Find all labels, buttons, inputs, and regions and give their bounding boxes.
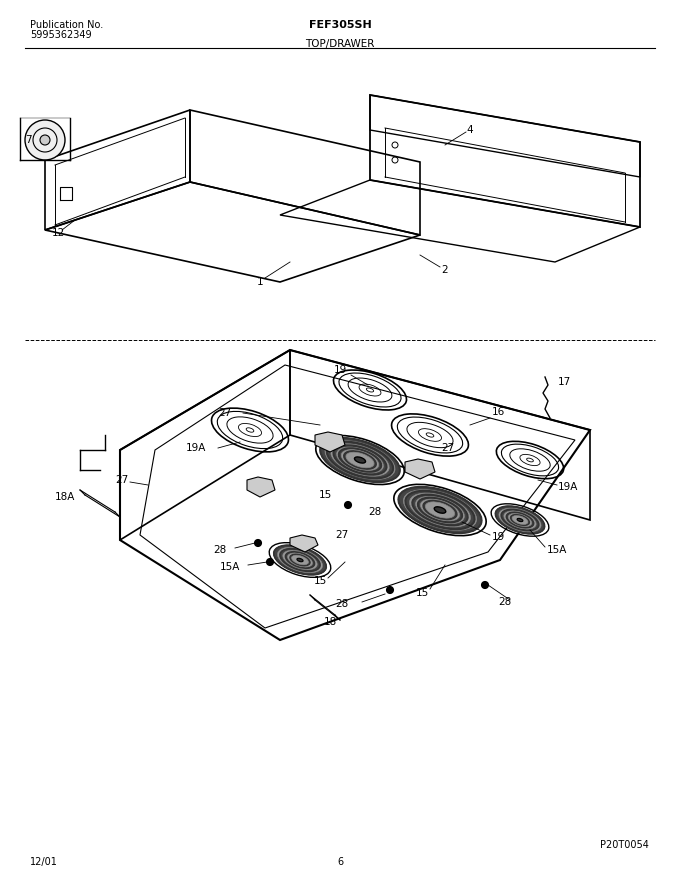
Polygon shape xyxy=(315,432,345,452)
Circle shape xyxy=(345,502,352,509)
Text: 27: 27 xyxy=(218,408,232,418)
Ellipse shape xyxy=(420,499,460,521)
Text: FEF305SH: FEF305SH xyxy=(309,20,371,30)
Text: 15: 15 xyxy=(318,490,332,500)
Text: 7: 7 xyxy=(24,135,31,145)
Text: 6: 6 xyxy=(337,857,343,867)
Text: 12/01: 12/01 xyxy=(30,857,58,867)
Ellipse shape xyxy=(344,451,376,469)
Ellipse shape xyxy=(327,442,393,479)
Ellipse shape xyxy=(288,553,312,567)
Circle shape xyxy=(386,586,394,593)
Ellipse shape xyxy=(511,515,529,525)
Circle shape xyxy=(25,120,65,160)
Ellipse shape xyxy=(509,513,532,526)
Ellipse shape xyxy=(403,489,477,531)
Ellipse shape xyxy=(277,547,322,573)
Text: 19A: 19A xyxy=(558,482,579,492)
Ellipse shape xyxy=(409,493,471,527)
Text: 28: 28 xyxy=(335,599,349,609)
Ellipse shape xyxy=(415,496,464,524)
Ellipse shape xyxy=(507,512,534,528)
Circle shape xyxy=(267,559,273,566)
Text: 19: 19 xyxy=(492,532,505,542)
Ellipse shape xyxy=(339,448,381,472)
Text: Publication No.: Publication No. xyxy=(30,20,103,30)
Ellipse shape xyxy=(290,554,310,566)
Text: 15: 15 xyxy=(415,588,428,598)
Ellipse shape xyxy=(274,546,326,575)
Ellipse shape xyxy=(412,495,468,525)
Text: 5995362349: 5995362349 xyxy=(30,30,92,40)
Ellipse shape xyxy=(496,506,545,534)
Ellipse shape xyxy=(297,558,303,561)
Polygon shape xyxy=(247,477,275,497)
Ellipse shape xyxy=(330,444,389,476)
Ellipse shape xyxy=(501,510,539,531)
Text: 17: 17 xyxy=(558,377,571,387)
Ellipse shape xyxy=(337,447,384,473)
Ellipse shape xyxy=(504,511,536,529)
Text: TOP/DRAWER: TOP/DRAWER xyxy=(305,39,375,49)
Circle shape xyxy=(481,582,488,589)
Text: 12: 12 xyxy=(52,228,65,238)
Ellipse shape xyxy=(325,441,395,480)
Text: 15A: 15A xyxy=(220,562,240,572)
Text: 4: 4 xyxy=(466,125,473,135)
Ellipse shape xyxy=(424,501,456,519)
Ellipse shape xyxy=(292,555,309,565)
Text: 15A: 15A xyxy=(547,545,567,555)
Ellipse shape xyxy=(517,518,523,522)
Text: 28: 28 xyxy=(214,545,226,555)
Ellipse shape xyxy=(341,450,379,470)
Text: 19A: 19A xyxy=(186,443,206,453)
Circle shape xyxy=(254,539,262,546)
Ellipse shape xyxy=(280,549,320,571)
Text: 28: 28 xyxy=(369,507,381,517)
Ellipse shape xyxy=(354,457,366,463)
Ellipse shape xyxy=(405,491,475,529)
Text: 2: 2 xyxy=(442,265,448,275)
Text: 15: 15 xyxy=(313,576,326,586)
Text: P20T0054: P20T0054 xyxy=(600,840,649,850)
Text: 1: 1 xyxy=(256,277,263,287)
Text: 18: 18 xyxy=(324,617,337,627)
Text: 27: 27 xyxy=(441,443,455,453)
Text: 18A: 18A xyxy=(55,492,75,502)
Text: 27: 27 xyxy=(335,530,349,540)
Ellipse shape xyxy=(320,438,400,482)
Ellipse shape xyxy=(398,487,481,533)
Text: 28: 28 xyxy=(498,597,512,607)
Ellipse shape xyxy=(512,516,528,524)
Ellipse shape xyxy=(499,508,541,532)
Polygon shape xyxy=(290,535,318,552)
Text: 16: 16 xyxy=(492,407,505,417)
Polygon shape xyxy=(405,459,435,479)
Text: 27: 27 xyxy=(116,475,129,485)
Ellipse shape xyxy=(426,502,455,518)
Ellipse shape xyxy=(333,445,386,474)
Ellipse shape xyxy=(418,498,462,523)
Ellipse shape xyxy=(286,552,314,568)
Ellipse shape xyxy=(283,550,317,569)
Circle shape xyxy=(40,135,50,145)
Text: 19: 19 xyxy=(333,365,347,375)
Ellipse shape xyxy=(435,507,446,513)
Ellipse shape xyxy=(346,452,374,468)
